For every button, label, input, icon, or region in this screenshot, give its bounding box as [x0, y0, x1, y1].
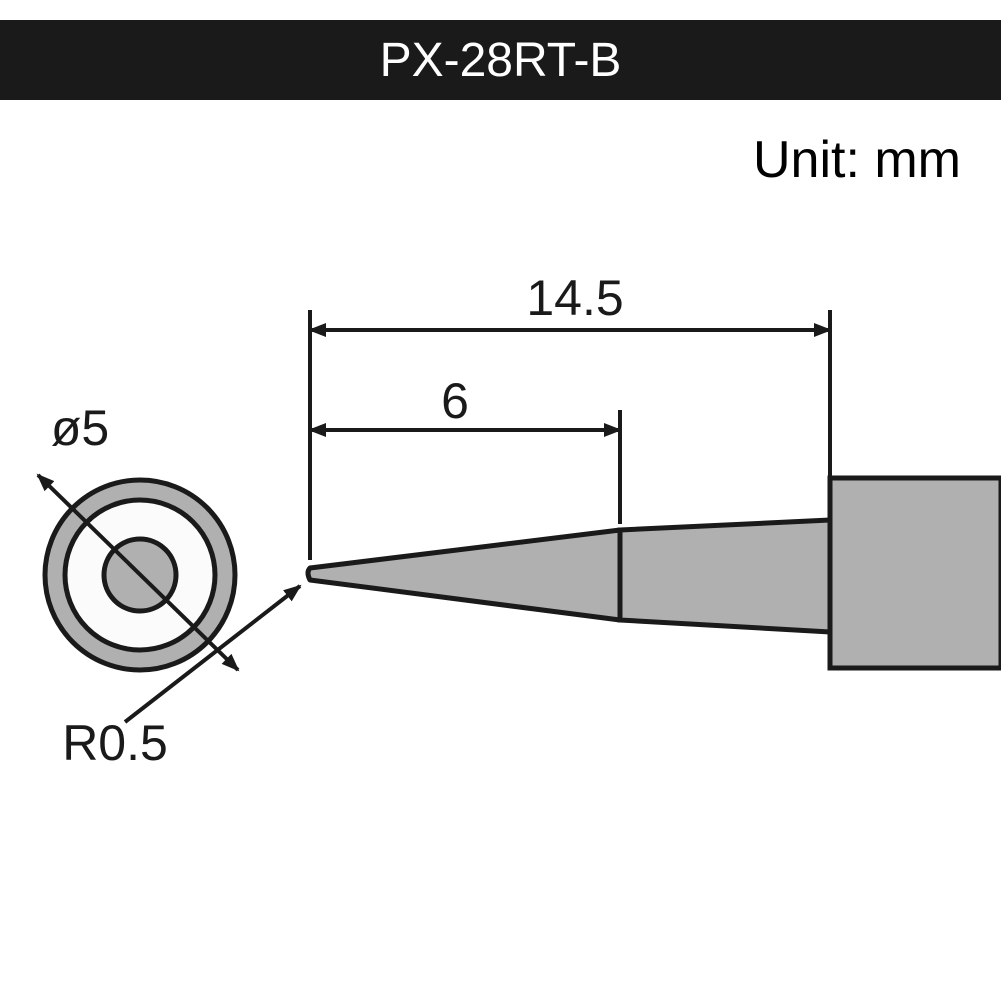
technical-diagram: ø5 R0.5 14.5 6	[0, 0, 1001, 1001]
dim-mid-label: 6	[441, 373, 469, 429]
circle-crosssection	[38, 475, 238, 670]
radius-label: R0.5	[62, 715, 168, 771]
dim-top-label: 14.5	[526, 270, 623, 326]
diameter-label: ø5	[51, 400, 109, 456]
tip-profile	[308, 478, 1001, 668]
